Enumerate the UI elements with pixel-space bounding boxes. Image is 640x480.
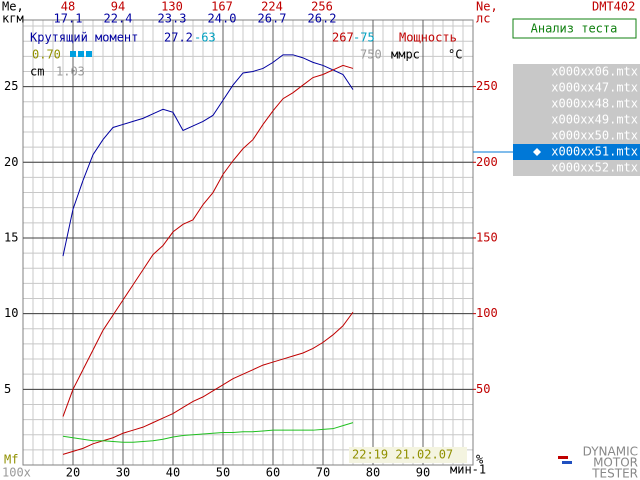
header-torque: 24.0 — [208, 12, 237, 26]
x-tick-label: 80 — [366, 466, 380, 480]
plot — [62, 54, 354, 455]
series-line — [62, 54, 354, 257]
file-item[interactable]: x000xx52.mtx — [551, 161, 638, 175]
y-tick-label: 10 — [4, 306, 18, 320]
y2-tick-label: 150 — [476, 230, 498, 244]
pressure-unit: ммрс — [391, 48, 420, 62]
y-tick-label: 15 — [4, 230, 18, 244]
timestamp-bg — [349, 447, 467, 463]
logo: MOTOR — [593, 456, 638, 470]
header-power: 256 — [311, 0, 333, 14]
header-power: 130 — [161, 0, 183, 14]
x-tick-label: 50 — [216, 466, 230, 480]
y-tick-label: 20 — [4, 155, 18, 169]
logo: DYNAMIC — [583, 445, 638, 459]
header-torque: 26.2 — [308, 12, 337, 26]
x-left-label: 100x — [2, 466, 31, 480]
file-item[interactable]: x000xx06.mtx — [551, 65, 638, 79]
x-label: мин-1 — [450, 463, 486, 477]
indicator — [70, 51, 76, 57]
y2-label: Ne, — [476, 0, 498, 14]
indicator — [78, 51, 84, 57]
file-selected — [513, 144, 640, 160]
y-label: кгм — [2, 12, 24, 26]
header-power: 48 — [61, 0, 75, 14]
header-power: 224 — [261, 0, 283, 14]
x-tick-label: 20 — [66, 466, 80, 480]
header-power: 94 — [111, 0, 125, 14]
timestamp: 22:19 21.02.07 — [352, 448, 453, 462]
y2-tick-label: 250 — [476, 79, 498, 93]
logo: TESTER — [591, 467, 638, 480]
file-item[interactable]: x000xx49.mtx — [551, 113, 638, 127]
torque-legend: Крутящий момент — [30, 31, 138, 45]
y2-tick-label: 100 — [476, 306, 498, 320]
power-value: 267 — [332, 31, 354, 45]
header-torque: 17.1 — [54, 12, 83, 26]
logo-stripe — [562, 461, 572, 464]
x-tick-label: 30 — [116, 466, 130, 480]
analysis-button[interactable] — [512, 18, 637, 39]
x-tick-label: 90 — [416, 466, 430, 480]
file-marker — [533, 148, 541, 156]
file-item[interactable]: x000xx50.mtx — [551, 129, 638, 143]
cm-label: cm — [30, 65, 44, 79]
temp-unit: °С — [448, 48, 462, 62]
file-item[interactable]: x000xx51.mtx — [551, 145, 638, 159]
percent: % — [476, 453, 484, 467]
logo-stripe — [558, 456, 568, 459]
mf-label: Mf — [4, 453, 18, 467]
y2-tick-label: 50 — [476, 382, 490, 396]
file-item[interactable]: x000xx48.mtx — [551, 97, 638, 111]
y2-label: лс — [476, 12, 490, 26]
plot-frame — [22, 19, 474, 466]
series-line — [62, 64, 354, 417]
x-tick-label: 40 — [166, 466, 180, 480]
file-item[interactable]: x000xx47.mtx — [551, 81, 638, 95]
power-legend: Мощность — [399, 31, 457, 45]
pressure-value: 750 — [360, 48, 382, 62]
power-rpm: -75 — [353, 31, 375, 45]
torque-rpm: -63 — [194, 31, 216, 45]
x-tick-label: 60 — [266, 466, 280, 480]
cm-value: 1.03 — [56, 65, 85, 79]
series-line — [62, 422, 354, 443]
x-tick-label: 70 — [316, 466, 330, 480]
header-power: 167 — [211, 0, 233, 14]
mf-value: 0.70 — [32, 48, 61, 62]
indicator — [86, 51, 92, 57]
header-torque: 26.7 — [258, 12, 287, 26]
header-torque: 22.4 — [104, 12, 133, 26]
model: DMT402 — [592, 0, 635, 14]
analysis-button-label[interactable]: Анализ теста — [531, 22, 618, 36]
y-tick-label: 5 — [4, 382, 11, 396]
y2-tick-label: 200 — [476, 155, 498, 169]
header-torque: 23.3 — [158, 12, 187, 26]
y-tick-label: 25 — [4, 79, 18, 93]
y-label: Me, — [2, 0, 24, 14]
series-line — [62, 311, 354, 455]
torque-value: 27.2 — [164, 31, 193, 45]
file-items: x000xx06.mtx x000xx47.mtx x000xx48.mtx x000… — [473, 65, 640, 175]
